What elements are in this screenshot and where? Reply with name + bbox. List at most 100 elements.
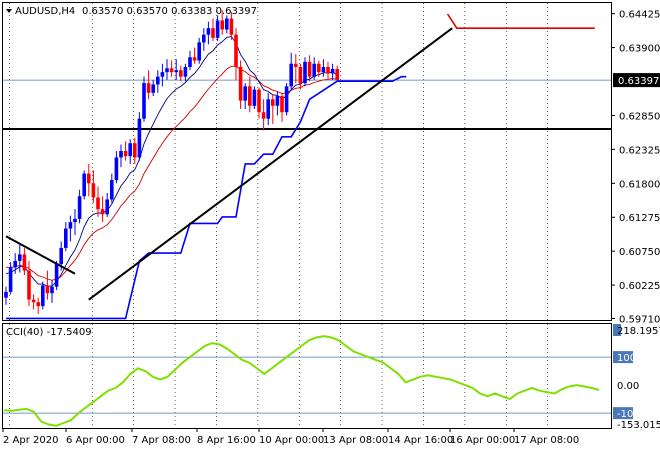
candle-body [137,118,142,158]
candle-body [96,197,100,210]
price-tick-label: 0.59710 [619,314,660,325]
candle-body [317,63,321,73]
candle-body [4,291,8,298]
stop-lines-layer [6,13,595,320]
candle-body [294,63,298,67]
candle-body [202,34,206,43]
price-tick-label: 0.62325 [619,145,660,156]
cci-indicator-label: CCI(40) -17.5409 [6,327,92,338]
cci-level-box [613,407,633,420]
cci-tick-label: -153.0151 [617,420,660,431]
candle-body [73,218,77,223]
candle-body [18,254,22,261]
candle-body [211,28,215,38]
symbol-dropdown-icon[interactable] [6,9,12,13]
trendline[interactable] [88,27,453,301]
candle-body [197,42,201,61]
candle-body [289,63,293,87]
grid-layer [9,3,548,428]
time-tick-label: 8 Apr 16:00 [197,435,256,446]
candle-body [142,83,146,119]
candle-body [183,66,188,77]
time-tick-label: 13 Apr 08:00 [323,435,388,446]
candle-body [192,57,197,61]
level-lines-layer [3,79,611,414]
candle-body [91,183,96,198]
price-tick-label: 0.61800 [619,179,660,190]
candle-body [206,28,211,35]
candle-body [87,173,91,184]
candle-body [234,34,238,67]
price-tick-label: 0.60750 [619,247,660,258]
candle-body [188,57,192,67]
candle-body [146,83,151,93]
time-tick-label: 10 Apr 00:00 [259,435,324,446]
price-tick-label: 0.64425 [619,10,660,21]
candle-body [179,70,183,77]
candle-body [50,286,54,294]
candle-body [156,76,160,85]
candle-body [59,247,63,265]
candle-body [229,18,234,35]
candle-body [36,302,40,307]
candle-body [133,143,137,158]
candle-body [169,68,174,73]
candle-body [330,68,335,74]
price-tick-label: 0.61275 [619,213,660,224]
candle-body [54,264,59,287]
time-tick-label: 7 Apr 08:00 [132,435,191,446]
candle-body [280,96,284,113]
candle-body [252,89,257,106]
current-price-label: 0.63397 [618,76,659,87]
time-tick-label: 14 Apr 16:00 [388,435,453,446]
symbol-label: AUDUSD,H4 [15,6,75,17]
ohlc-values: 0.63570 0.63570 0.63383 0.63397 [82,6,257,17]
time-tick-label: 2 Apr 2020 [3,435,58,446]
candle-body [41,285,45,307]
candle-body [123,150,128,157]
time-tick-label: 17 Apr 08:00 [514,435,579,446]
cci-layer [3,335,600,427]
candle-body [8,267,13,292]
candle-body [110,180,114,200]
candle-body [284,86,289,113]
candle-body [298,66,303,84]
candle-body [100,209,105,215]
candle-body [174,70,178,73]
candle-body [321,66,326,73]
cci-tick-label: 218.1957 [617,326,660,337]
axis-labels-layer: 0.64425 0.63900 0.63397 0.62850 0.62325 0.618… [2,10,660,446]
candle-body [335,68,339,80]
candle-body [261,112,266,119]
cci-tick-label: -100 [617,409,640,420]
candle-body [68,222,73,229]
price-tick-label: 0.62850 [619,111,660,122]
trendline[interactable] [5,235,76,275]
candle-body [128,143,132,157]
candle-body [243,86,247,101]
cci-level-box [613,324,621,336]
price-panel-frame [2,2,612,321]
trendlines-layer[interactable] [5,27,453,301]
candle-body [248,86,252,106]
candle-body [22,254,27,271]
candle-body [257,89,261,113]
current-price-box [613,73,660,88]
candle-body [114,157,119,181]
candle-body [271,99,275,106]
price-tick-label: 0.60225 [619,281,660,292]
cci-tick-label: 100 [617,353,636,364]
cci-tick-label: 0.00 [617,381,639,392]
candle-body [225,18,229,30]
time-tick-label: 6 Apr 00:00 [66,435,125,446]
candle-body [45,285,50,294]
candles-layer [4,10,339,314]
cci-line [3,335,600,427]
cci-level-box [613,351,633,364]
candle-body [326,66,330,74]
candle-body [312,63,316,77]
candle-body [31,299,36,303]
channel-stop-line [6,75,407,320]
price-tick-label: 0.63900 [619,44,660,55]
